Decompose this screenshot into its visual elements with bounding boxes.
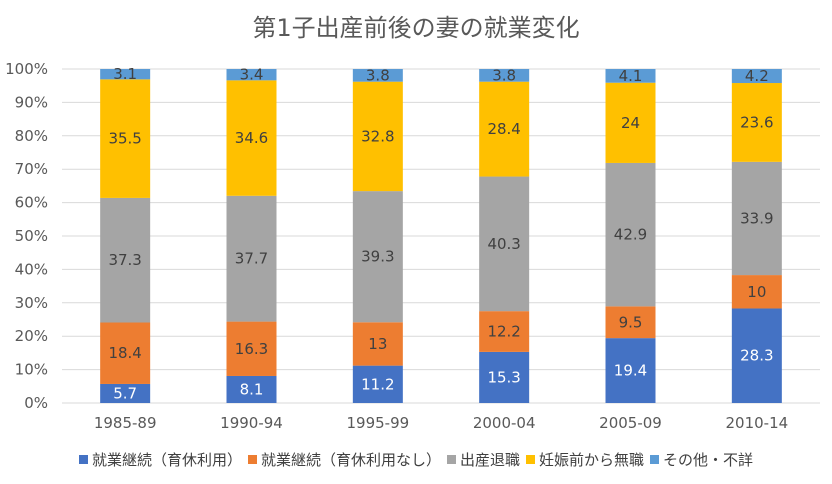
legend-item: 就業継続（育休利用なし） bbox=[247, 449, 441, 470]
bar-segment bbox=[226, 80, 277, 196]
bar-segment bbox=[100, 79, 151, 198]
bar-segment bbox=[479, 351, 530, 403]
data-label: 42.9 bbox=[614, 226, 647, 244]
legend-item: その他・不詳 bbox=[650, 449, 753, 470]
data-label: 33.9 bbox=[740, 209, 773, 227]
y-tick-label: 50% bbox=[15, 227, 48, 245]
legend-label: 出産退職 bbox=[459, 451, 520, 469]
data-label: 34.6 bbox=[235, 129, 268, 147]
bar-segment bbox=[731, 83, 782, 162]
data-label: 3.1 bbox=[113, 65, 137, 83]
legend-label: その他・不詳 bbox=[663, 451, 754, 469]
bar-segment bbox=[479, 69, 530, 82]
y-tick-label: 60% bbox=[15, 194, 48, 212]
data-label: 28.3 bbox=[740, 347, 773, 365]
bar-segment bbox=[100, 383, 151, 403]
legend-label: 就業継続（育休利用） bbox=[91, 451, 242, 469]
x-tick-label: 1990-94 bbox=[220, 414, 283, 432]
data-label: 13 bbox=[368, 335, 387, 353]
data-label: 3.8 bbox=[366, 66, 390, 84]
legend-swatch bbox=[446, 455, 456, 464]
legend-label: 妊娠前から無職 bbox=[539, 451, 645, 469]
x-tick-label: 1995-99 bbox=[346, 414, 409, 432]
data-label: 19.4 bbox=[614, 362, 647, 380]
data-label: 3.4 bbox=[240, 66, 264, 84]
bar-segment bbox=[100, 69, 151, 80]
data-label: 15.3 bbox=[487, 368, 520, 386]
bar-segment bbox=[605, 82, 656, 163]
y-tick-label: 20% bbox=[15, 327, 48, 345]
bar-segment bbox=[352, 322, 403, 366]
legend-item: 出産退職 bbox=[446, 449, 520, 470]
x-tick-label: 2010-14 bbox=[725, 414, 788, 432]
data-label: 16.3 bbox=[235, 340, 268, 358]
bar-segment bbox=[352, 365, 403, 403]
data-label: 5.7 bbox=[113, 384, 137, 402]
bar-segment bbox=[479, 81, 530, 177]
x-tick-label: 1985-89 bbox=[94, 414, 157, 432]
data-label: 3.8 bbox=[492, 66, 516, 84]
legend-item: 妊娠前から無職 bbox=[526, 449, 644, 470]
y-tick-label: 30% bbox=[15, 294, 48, 312]
data-label: 9.5 bbox=[619, 313, 643, 331]
bar-segment bbox=[605, 162, 656, 307]
y-tick-label: 90% bbox=[15, 93, 48, 111]
y-tick-label: 0% bbox=[24, 394, 48, 412]
data-label: 39.3 bbox=[361, 248, 394, 266]
data-label: 40.3 bbox=[487, 235, 520, 253]
bar-segment bbox=[479, 311, 530, 352]
x-tick-label: 2005-09 bbox=[599, 414, 662, 432]
data-label: 35.5 bbox=[108, 130, 141, 148]
bar-segment bbox=[352, 191, 403, 323]
data-label: 10 bbox=[747, 283, 766, 301]
data-label: 4.2 bbox=[745, 67, 769, 85]
bar-segment bbox=[479, 176, 530, 312]
y-tick-label: 10% bbox=[15, 361, 48, 379]
chart-title: 第1子出産前後の妻の就業変化 bbox=[252, 14, 580, 42]
data-label: 12.2 bbox=[487, 323, 520, 341]
data-label: 18.4 bbox=[108, 344, 141, 362]
bar-segment bbox=[605, 69, 656, 83]
data-label: 28.4 bbox=[487, 120, 520, 138]
y-tick-label: 40% bbox=[15, 260, 48, 278]
bar-segment bbox=[605, 338, 656, 403]
data-label: 4.1 bbox=[619, 67, 643, 85]
data-label: 23.6 bbox=[740, 113, 773, 131]
legend-swatch bbox=[526, 455, 535, 464]
data-label: 32.8 bbox=[361, 127, 394, 145]
y-tick-label: 70% bbox=[15, 160, 48, 178]
bar-segment bbox=[100, 197, 151, 323]
bar-segment bbox=[226, 69, 277, 81]
y-tick-label: 80% bbox=[15, 127, 48, 145]
bar-segment bbox=[226, 375, 277, 403]
bar-segment bbox=[100, 322, 151, 384]
bar-segment bbox=[731, 275, 782, 309]
y-tick-label: 100% bbox=[5, 60, 48, 78]
data-label: 37.7 bbox=[235, 250, 268, 268]
legend-swatch bbox=[78, 455, 88, 464]
data-label: 11.2 bbox=[361, 375, 394, 393]
data-label: 37.3 bbox=[108, 251, 141, 269]
legend-swatch bbox=[650, 455, 660, 464]
bar-segment bbox=[731, 69, 782, 84]
legend-item: 就業継続（育休利用） bbox=[78, 449, 242, 470]
bar-segment bbox=[731, 161, 782, 276]
bar-segment bbox=[226, 321, 277, 376]
bar-segment bbox=[731, 308, 782, 403]
legend-swatch bbox=[247, 455, 257, 464]
chart-legend: 就業継続（育休利用） 就業継続（育休利用なし） 出産退職 妊娠前から無職 その他・不詳 bbox=[0, 449, 832, 470]
data-label: 24 bbox=[621, 114, 640, 132]
data-label: 8.1 bbox=[240, 380, 264, 398]
bar-segment bbox=[226, 195, 277, 322]
bar-segment bbox=[352, 81, 403, 192]
legend-label: 就業継続（育休利用なし） bbox=[260, 451, 441, 469]
x-tick-label: 2000-04 bbox=[473, 414, 536, 432]
bar-segment bbox=[352, 69, 403, 82]
bar-segment bbox=[605, 306, 656, 339]
